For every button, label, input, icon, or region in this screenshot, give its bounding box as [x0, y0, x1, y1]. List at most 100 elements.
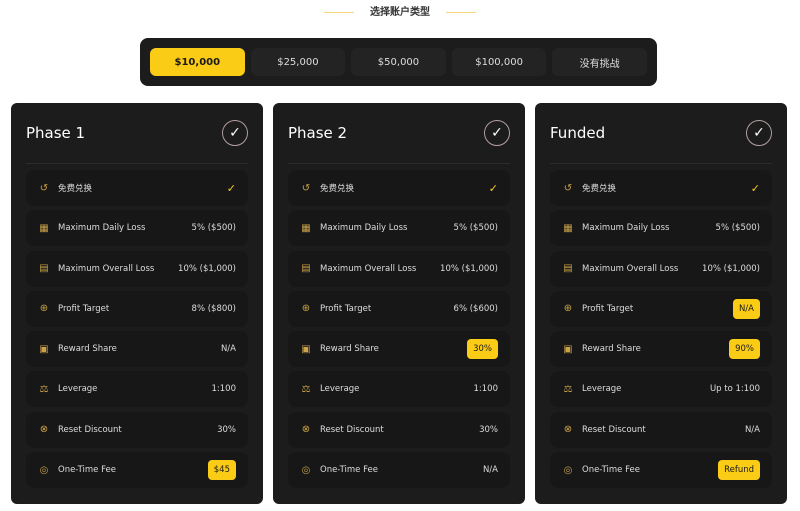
tab-100000[interactable]: $100,000	[451, 48, 547, 76]
plan-card: Funded ✓ ↺ 免费兑换 ✓ ▦ Maximum Daily Loss 5% ($500…	[535, 103, 787, 504]
image-plus-icon: ▣	[39, 343, 49, 355]
feature-label: Maximum Overall Loss	[58, 263, 155, 274]
card-header: Funded ✓	[550, 103, 772, 164]
feature-label: Leverage	[582, 384, 622, 395]
discount-icon: ⊗	[39, 424, 49, 436]
card-title: Funded	[550, 124, 606, 142]
feature-value: Up to 1:100	[709, 384, 760, 395]
check-circle-icon[interactable]: ✓	[746, 120, 772, 146]
feature-row: ⊕ Profit Target 8% ($800)	[26, 290, 248, 327]
feature-label: Profit Target	[320, 303, 372, 314]
coins-icon: ◎	[39, 464, 49, 476]
feature-label: One-Time Fee	[320, 465, 378, 476]
feature-label: One-Time Fee	[582, 465, 640, 476]
feature-row: ⚖ Leverage 1:100	[288, 371, 510, 408]
feature-label: Reward Share	[320, 344, 379, 355]
chart-icon: ▤	[39, 263, 49, 275]
image-plus-icon: ▣	[563, 343, 573, 355]
feature-label: Maximum Overall Loss	[582, 263, 679, 274]
coins-icon: ◎	[301, 464, 311, 476]
feature-value: 6% ($600)	[453, 303, 498, 314]
check-circle-icon[interactable]: ✓	[222, 120, 248, 146]
feature-row: ↺ 免费兑换 ✓	[288, 170, 510, 206]
feature-row: ⚖ Leverage Up to 1:100	[550, 371, 772, 408]
check-circle-icon[interactable]: ✓	[484, 120, 510, 146]
feature-value: 1:100	[211, 384, 237, 395]
feature-value: 10% ($1,000)	[702, 263, 760, 274]
feature-row: ↺ 免费兑换 ✓	[550, 170, 772, 206]
feature-row: ⊗ Reset Discount 30%	[26, 411, 248, 448]
feature-row: ▣ Reward Share N/A	[26, 331, 248, 368]
feature-value: 5% ($500)	[715, 223, 760, 234]
feature-label: Maximum Daily Loss	[320, 223, 408, 234]
feature-label: Leverage	[320, 384, 360, 395]
scale-icon: ⚖	[563, 383, 573, 395]
feature-label: Maximum Daily Loss	[582, 223, 670, 234]
feature-row: ▦ Maximum Daily Loss 5% ($500)	[288, 210, 510, 247]
feature-value: N/A	[482, 465, 498, 476]
target-icon: ⊕	[301, 303, 311, 315]
feature-row: ▤ Maximum Overall Loss 10% ($1,000)	[288, 250, 510, 287]
tab-50000[interactable]: $50,000	[351, 48, 446, 76]
feature-row: ▤ Maximum Overall Loss 10% ($1,000)	[26, 250, 248, 287]
feature-row: ▦ Maximum Daily Loss 5% ($500)	[26, 210, 248, 247]
feature-value: N/A	[220, 344, 236, 355]
plan-card: Phase 2 ✓ ↺ 免费兑换 ✓ ▦ Maximum Daily Loss 5% ($50…	[273, 103, 525, 504]
tab-[interactable]: 没有挑战	[552, 48, 647, 76]
tab-25000[interactable]: $25,000	[250, 48, 346, 76]
discount-icon: ⊗	[301, 424, 311, 436]
feature-value: 5% ($500)	[453, 223, 498, 234]
card-title: Phase 2	[288, 124, 348, 142]
feature-value: 10% ($1,000)	[178, 263, 236, 274]
feature-label: Reset Discount	[582, 424, 646, 435]
feature-value: Refund	[718, 460, 760, 481]
feature-value: $45	[207, 460, 236, 481]
card-header: Phase 2 ✓	[288, 103, 510, 164]
calendar-icon: ▦	[301, 222, 311, 234]
scale-icon: ⚖	[301, 383, 311, 395]
feature-label: Reward Share	[58, 344, 117, 355]
feature-row: ⊗ Reset Discount N/A	[550, 411, 772, 448]
feature-label: Profit Target	[58, 303, 110, 314]
feature-row: ◎ One-Time Fee $45	[26, 452, 248, 489]
feature-value: 30%	[217, 424, 236, 435]
feature-row: ▦ Maximum Daily Loss 5% ($500)	[550, 210, 772, 247]
chart-icon: ▤	[301, 263, 311, 275]
feature-row: ◎ One-Time Fee N/A	[288, 452, 510, 489]
feature-row: ↺ 免费兑换 ✓	[26, 170, 248, 206]
account-size-tabs: $10,000 $25,000 $50,000 $100,000 没有挑战	[140, 38, 657, 86]
feature-row: ◎ One-Time Fee Refund	[550, 452, 772, 489]
tab-10000[interactable]: $10,000	[150, 48, 245, 76]
feature-row: ⊗ Reset Discount 30%	[288, 411, 510, 448]
feature-label: Maximum Daily Loss	[58, 223, 146, 234]
check-icon: ✓	[226, 181, 236, 195]
chart-icon: ▤	[563, 263, 573, 275]
divider	[446, 11, 476, 13]
feature-value: 10% ($1,000)	[440, 263, 498, 274]
feature-value: 8% ($800)	[191, 303, 236, 314]
feature-row: ▣ Reward Share 90%	[550, 331, 772, 368]
feature-label: One-Time Fee	[58, 465, 116, 476]
image-plus-icon: ▣	[301, 343, 311, 355]
feature-value: 90%	[729, 339, 760, 360]
feature-value: 1:100	[473, 384, 499, 395]
feature-value: 30%	[467, 339, 498, 360]
feature-row: ⊕ Profit Target N/A	[550, 290, 772, 327]
target-icon: ⊕	[39, 303, 49, 315]
target-icon: ⊕	[563, 303, 573, 315]
feature-label: 免费兑换	[320, 184, 355, 194]
feature-row: ⚖ Leverage 1:100	[26, 371, 248, 408]
coins-icon: ◎	[563, 464, 573, 476]
feature-label: Maximum Overall Loss	[320, 263, 417, 274]
feature-row: ⊕ Profit Target 6% ($600)	[288, 290, 510, 327]
history-icon: ↺	[563, 182, 573, 194]
feature-value: 5% ($500)	[191, 223, 236, 234]
feature-label: Profit Target	[582, 303, 634, 314]
feature-label: Reward Share	[582, 344, 641, 355]
feature-label: Leverage	[58, 384, 98, 395]
calendar-icon: ▦	[563, 222, 573, 234]
calendar-icon: ▦	[39, 222, 49, 234]
discount-icon: ⊗	[563, 424, 573, 436]
title-text: 选择账户类型	[370, 7, 430, 18]
feature-label: 免费兑换	[58, 184, 93, 194]
